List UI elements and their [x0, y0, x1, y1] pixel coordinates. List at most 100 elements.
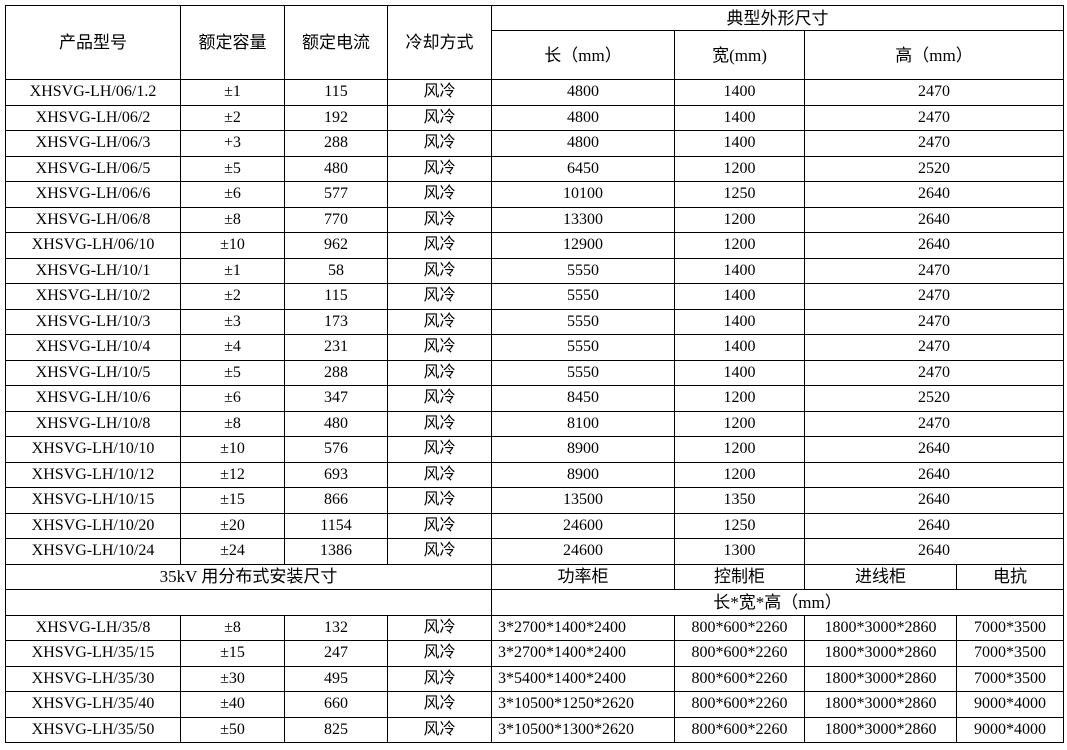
header-current: 额定电流	[284, 5, 388, 80]
cell-width: 1200	[674, 232, 805, 259]
cell-current: 962	[284, 232, 388, 259]
cell-incoming-cabinet: 1800*3000*2860	[804, 716, 957, 743]
cell-current: 192	[284, 104, 388, 131]
cell-length: 4800	[491, 104, 675, 131]
cell-length: 4800	[491, 79, 675, 106]
cell-model: XHSVG-LH/10/1	[5, 257, 181, 284]
section-35kv-title: 35kV 用分布式安装尺寸	[5, 563, 492, 590]
cell-model: XHSVG-LH/35/50	[5, 716, 181, 743]
cell-length: 24600	[491, 512, 675, 539]
cell-cooling: 风冷	[387, 436, 492, 463]
cell-cooling: 风冷	[387, 538, 492, 565]
cell-cooling: 风冷	[387, 334, 492, 361]
cell-length: 8450	[491, 385, 675, 412]
table-row: XHSVG-LH/10/2 ±2 115 风冷 5550 1400 2470	[5, 283, 1064, 310]
cell-capacity: ±5	[180, 155, 285, 182]
table-row: XHSVG-LH/35/15 ±15 247 风冷 3*2700*1400*2400 80…	[5, 640, 1064, 667]
cell-capacity: ±1	[180, 79, 285, 106]
cell-capacity: ±3	[180, 308, 285, 335]
table-row: XHSVG-LH/10/5 ±5 288 风冷 5550 1400 2470	[5, 359, 1064, 386]
cell-power-cabinet: 3*10500*1250*2620	[491, 691, 675, 718]
cell-width: 1400	[674, 130, 805, 157]
cell-height: 2520	[804, 385, 1064, 412]
cell-control-cabinet: 800*600*2260	[674, 716, 805, 743]
cell-model: XHSVG-LH/06/10	[5, 232, 181, 259]
cell-height: 2640	[804, 436, 1064, 463]
cell-height: 2470	[804, 359, 1064, 386]
cell-model: XHSVG-LH/10/6	[5, 385, 181, 412]
cell-current: 288	[284, 130, 388, 157]
cell-cooling: 风冷	[387, 614, 492, 641]
header-dims-label: 长*宽*高（mm）	[491, 589, 1064, 616]
cell-length: 12900	[491, 232, 675, 259]
header-reactor: 电抗	[956, 563, 1064, 590]
header-height: 高（mm）	[804, 30, 1064, 80]
cell-current: 132	[284, 614, 388, 641]
cell-current: 577	[284, 181, 388, 208]
cell-capacity: ±40	[180, 691, 285, 718]
cell-current: 660	[284, 691, 388, 718]
cell-model: XHSVG-LH/10/3	[5, 308, 181, 335]
cell-model: XHSVG-LH/06/6	[5, 181, 181, 208]
table-row: XHSVG-LH/10/15 ±15 866 风冷 13500 1350 2640	[5, 487, 1064, 514]
cell-height: 2640	[804, 206, 1064, 233]
cell-reactor: 7000*3500	[956, 640, 1064, 667]
table-row: XHSVG-LH/35/50 ±50 825 风冷 3*10500*1300*2620 8…	[5, 716, 1064, 743]
cell-height: 2470	[804, 79, 1064, 106]
cell-height: 2470	[804, 283, 1064, 310]
cell-capacity: ±6	[180, 385, 285, 412]
table-row: XHSVG-LH/06/1.2 ±1 115 风冷 4800 1400 2470	[5, 79, 1064, 106]
cell-capacity: ±8	[180, 614, 285, 641]
cell-model: XHSVG-LH/06/5	[5, 155, 181, 182]
cell-length: 13300	[491, 206, 675, 233]
cell-reactor: 9000*4000	[956, 716, 1064, 743]
empty-cell	[5, 589, 492, 616]
cell-width: 1200	[674, 410, 805, 437]
cell-capacity: ±50	[180, 716, 285, 743]
header-incoming-cabinet: 进线柜	[804, 563, 957, 590]
cell-length: 5550	[491, 257, 675, 284]
cell-width: 1400	[674, 79, 805, 106]
cell-capacity: ±12	[180, 461, 285, 488]
table-row: XHSVG-LH/10/20 ±20 1154 风冷 24600 1250 2640	[5, 512, 1064, 539]
table-row: XHSVG-LH/35/8 ±8 132 风冷 3*2700*1400*2400 800*…	[5, 614, 1064, 641]
cell-model: XHSVG-LH/10/5	[5, 359, 181, 386]
cell-length: 6450	[491, 155, 675, 182]
cell-current: 288	[284, 359, 388, 386]
cell-cooling: 风冷	[387, 461, 492, 488]
cell-current: 115	[284, 79, 388, 106]
cell-height: 2470	[804, 130, 1064, 157]
cell-height: 2640	[804, 461, 1064, 488]
cell-height: 2470	[804, 257, 1064, 284]
cell-width: 1400	[674, 257, 805, 284]
header-capacity: 额定容量	[180, 5, 285, 80]
table-row: XHSVG-LH/10/10 ±10 576 风冷 8900 1200 2640	[5, 436, 1064, 463]
cell-width: 1400	[674, 359, 805, 386]
cell-model: XHSVG-LH/10/2	[5, 283, 181, 310]
table-row: XHSVG-LH/10/4 ±4 231 风冷 5550 1400 2470	[5, 334, 1064, 361]
cell-current: 115	[284, 283, 388, 310]
cell-current: 247	[284, 640, 388, 667]
cell-incoming-cabinet: 1800*3000*2860	[804, 665, 957, 692]
cell-cooling: 风冷	[387, 716, 492, 743]
cell-cooling: 风冷	[387, 308, 492, 335]
cell-cooling: 风冷	[387, 232, 492, 259]
cell-model: XHSVG-LH/10/15	[5, 487, 181, 514]
cell-cooling: 风冷	[387, 104, 492, 131]
cell-control-cabinet: 800*600*2260	[674, 691, 805, 718]
cell-height: 2470	[804, 410, 1064, 437]
cell-capacity: ±2	[180, 104, 285, 131]
cell-width: 1200	[674, 461, 805, 488]
table-row: XHSVG-LH/10/1 ±1 58 风冷 5550 1400 2470	[5, 257, 1064, 284]
cell-model: XHSVG-LH/06/3	[5, 130, 181, 157]
cell-width: 1400	[674, 104, 805, 131]
cell-capacity: ±10	[180, 436, 285, 463]
cell-capacity: ±20	[180, 512, 285, 539]
cell-cooling: 风冷	[387, 130, 492, 157]
cell-power-cabinet: 3*10500*1300*2620	[491, 716, 675, 743]
cell-current: 1386	[284, 538, 388, 565]
cell-length: 5550	[491, 334, 675, 361]
cell-cooling: 风冷	[387, 206, 492, 233]
cell-height: 2640	[804, 232, 1064, 259]
cell-cooling: 风冷	[387, 155, 492, 182]
